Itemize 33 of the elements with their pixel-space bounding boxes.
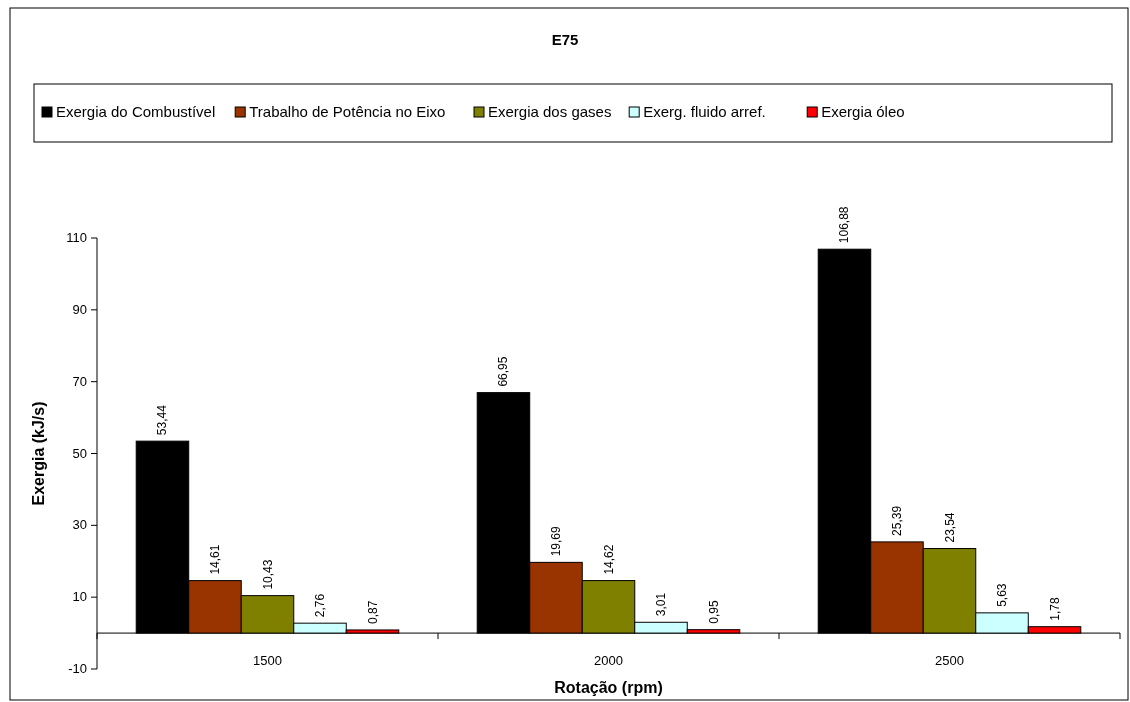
legend-label: Exergia dos gases: [488, 103, 612, 120]
data-label: 2,76: [313, 593, 328, 618]
data-label: 66,95: [496, 356, 511, 387]
data-label: 14,62: [601, 544, 616, 575]
y-tick-label: 50: [72, 445, 87, 461]
x-tick-label: 2500: [935, 653, 964, 668]
y-tick-label: -10: [68, 661, 87, 676]
legend-label: Exergia do Combustível: [56, 103, 216, 120]
legend-label: Exergia óleo: [821, 103, 905, 120]
x-tick-label: 1500: [253, 653, 282, 668]
y-tick-label: 10: [72, 589, 87, 605]
x-axis-title: Rotação (rpm): [554, 679, 663, 696]
y-tick-label: 70: [72, 373, 87, 389]
data-label: 19,69: [548, 526, 563, 557]
data-label: 0,95: [706, 599, 721, 624]
y-tick-label: 110: [66, 230, 87, 245]
data-label: 53,44: [155, 404, 170, 436]
data-label: 0,87: [365, 600, 380, 624]
data-label: 25,39: [889, 505, 904, 536]
legend-label: Trabalho de Potência no Eixo: [249, 103, 446, 120]
y-tick-label: 30: [72, 517, 87, 533]
chart-title: E75: [551, 31, 579, 48]
data-label: 10,43: [260, 559, 275, 590]
data-label: 106,88: [837, 206, 852, 244]
data-label: 3,01: [654, 592, 669, 617]
data-label: 1,78: [1047, 597, 1062, 621]
data-label: 5,63: [995, 583, 1010, 607]
y-axis-title: Exergia (kJ/s): [30, 401, 47, 506]
legend-label: Exerg. fluido arref.: [643, 103, 766, 120]
y-tick-label: 90: [72, 301, 87, 317]
data-label: 14,61: [207, 544, 222, 575]
x-tick-label: 2000: [594, 653, 623, 668]
data-label: 23,54: [942, 512, 957, 543]
